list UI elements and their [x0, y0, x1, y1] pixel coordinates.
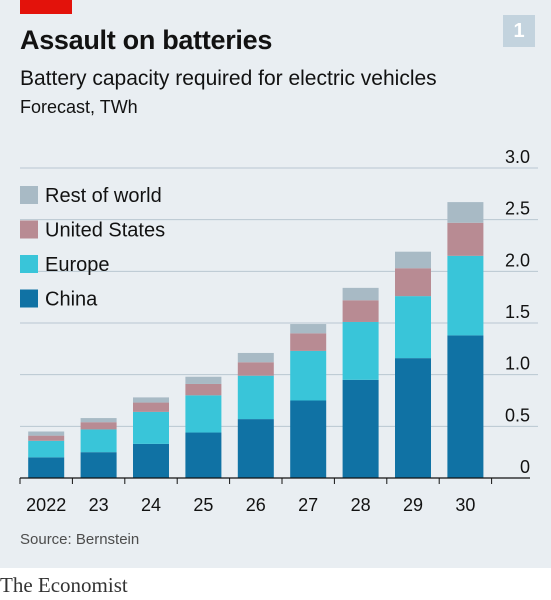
- bar-segment-rest-of-world: [185, 376, 222, 384]
- y-tick-label: 3.0: [505, 147, 530, 167]
- x-tick-label: 25: [193, 495, 213, 515]
- bar-segment-rest-of-world: [28, 431, 65, 436]
- bar-segment-europe: [185, 395, 222, 433]
- brand-accent-bar: [20, 0, 72, 14]
- bar-segment-united-states: [290, 333, 327, 351]
- source-note: Source: Bernstein: [20, 531, 140, 548]
- bar-segment-europe: [80, 429, 117, 453]
- bar-segment-china: [185, 432, 222, 478]
- bar-segment-china: [290, 400, 327, 478]
- legend-label: United States: [45, 220, 165, 242]
- legend-swatch: [20, 220, 38, 239]
- legend-label: China: [45, 289, 98, 311]
- x-tick-label: 24: [141, 495, 161, 515]
- bar-segment-china: [395, 358, 431, 478]
- bar-segment-europe: [447, 255, 484, 336]
- bar-segment-rest-of-world: [290, 324, 327, 334]
- x-tick-label: 27: [298, 495, 318, 515]
- y-tick-label: 2.0: [505, 250, 530, 270]
- bar-segment-united-states: [237, 362, 274, 376]
- bar-segment-china: [237, 419, 274, 478]
- bar-segment-united-states: [342, 300, 379, 322]
- chart-number-badge: 1: [503, 15, 535, 47]
- y-tick-label: 1.0: [505, 354, 530, 374]
- bar-segment-united-states: [133, 402, 169, 412]
- x-tick-label: 23: [89, 495, 109, 515]
- bar-segment-rest-of-world: [133, 397, 169, 403]
- chart-unit: Forecast, TWh: [20, 97, 138, 117]
- x-tick-label: 30: [455, 495, 475, 515]
- y-tick-label: 0.5: [505, 405, 530, 425]
- bar-segment-europe: [28, 440, 65, 458]
- bar-segment-china: [80, 452, 117, 478]
- stacked-bar-chart: 0 0.5 1.0 1.5 2.0 2.5 3.0 2022 23 24 25 26 27 28 29 30 R…: [19, 147, 538, 515]
- x-tick-label: 28: [351, 495, 371, 515]
- bar-segment-europe: [133, 411, 169, 444]
- bar-segment-europe: [290, 350, 327, 401]
- y-tick-label: 1.5: [505, 302, 530, 322]
- bar-segment-china: [28, 457, 65, 478]
- chart-title: Assault on batteries: [20, 25, 273, 55]
- x-tick-label: 2022: [26, 495, 66, 515]
- x-tick-label: 26: [246, 495, 266, 515]
- bar-segment-europe: [342, 321, 379, 380]
- bar-segment-china: [447, 335, 484, 478]
- bar-segment-rest-of-world: [80, 418, 117, 423]
- bar-segment-united-states: [447, 222, 484, 256]
- legend-label: Rest of world: [45, 185, 162, 207]
- bar-segment-united-states: [395, 268, 431, 297]
- legend-swatch: [20, 289, 38, 308]
- bar-segment-united-states: [185, 383, 222, 396]
- bar-segment-rest-of-world: [447, 202, 484, 223]
- bar-segment-china: [342, 379, 379, 478]
- legend-swatch: [20, 186, 38, 204]
- legend-swatch: [20, 255, 38, 273]
- x-tick-label: 29: [403, 495, 423, 515]
- y-tick-label: 2.5: [505, 199, 530, 219]
- bar-segment-rest-of-world: [342, 287, 379, 301]
- y-tick-label: 0: [520, 457, 530, 477]
- bar-segment-united-states: [80, 422, 117, 430]
- bar-segment-united-states: [28, 435, 65, 441]
- bar-segment-europe: [237, 375, 274, 420]
- brand-logo-text: The Economist: [0, 573, 128, 597]
- chart-subtitle: Battery capacity required for electric v…: [20, 67, 437, 90]
- bar-segment-europe: [395, 296, 431, 359]
- bar-segment-rest-of-world: [395, 251, 431, 269]
- bar-segment-rest-of-world: [237, 352, 274, 363]
- legend-label: Europe: [45, 254, 110, 276]
- bar-segment-china: [133, 443, 169, 478]
